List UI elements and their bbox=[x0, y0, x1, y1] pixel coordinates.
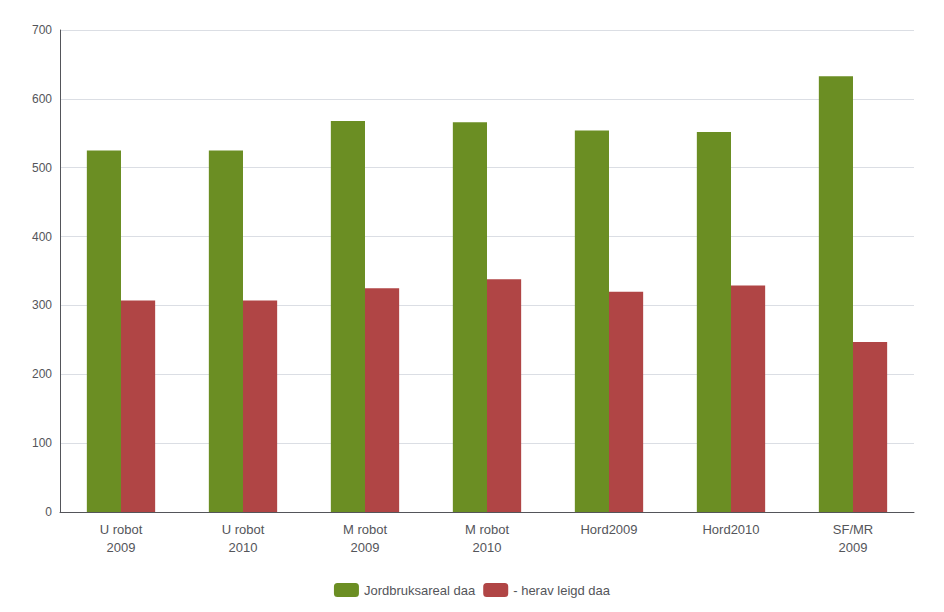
svg-text:Hord2010: Hord2010 bbox=[702, 522, 759, 537]
svg-text:Jordbruksareal daa: Jordbruksareal daa bbox=[364, 583, 476, 598]
svg-text:400: 400 bbox=[32, 230, 52, 244]
svg-text:2010: 2010 bbox=[473, 540, 502, 555]
svg-text:600: 600 bbox=[32, 92, 52, 106]
svg-text:2009: 2009 bbox=[839, 540, 868, 555]
svg-text:100: 100 bbox=[32, 436, 52, 450]
svg-text:M robot: M robot bbox=[343, 522, 387, 537]
svg-text:2009: 2009 bbox=[351, 540, 380, 555]
svg-text:- herav leigd daa: - herav leigd daa bbox=[513, 583, 611, 598]
svg-text:SF/MR: SF/MR bbox=[833, 522, 873, 537]
svg-text:Hord2009: Hord2009 bbox=[580, 522, 637, 537]
svg-text:M robot: M robot bbox=[465, 522, 509, 537]
svg-text:700: 700 bbox=[32, 23, 52, 37]
svg-text:500: 500 bbox=[32, 161, 52, 175]
svg-text:0: 0 bbox=[45, 505, 52, 519]
svg-text:U robot: U robot bbox=[100, 522, 143, 537]
svg-text:U robot: U robot bbox=[222, 522, 265, 537]
svg-text:200: 200 bbox=[32, 367, 52, 381]
svg-text:300: 300 bbox=[32, 298, 52, 312]
svg-text:2010: 2010 bbox=[229, 540, 258, 555]
svg-text:2009: 2009 bbox=[107, 540, 136, 555]
